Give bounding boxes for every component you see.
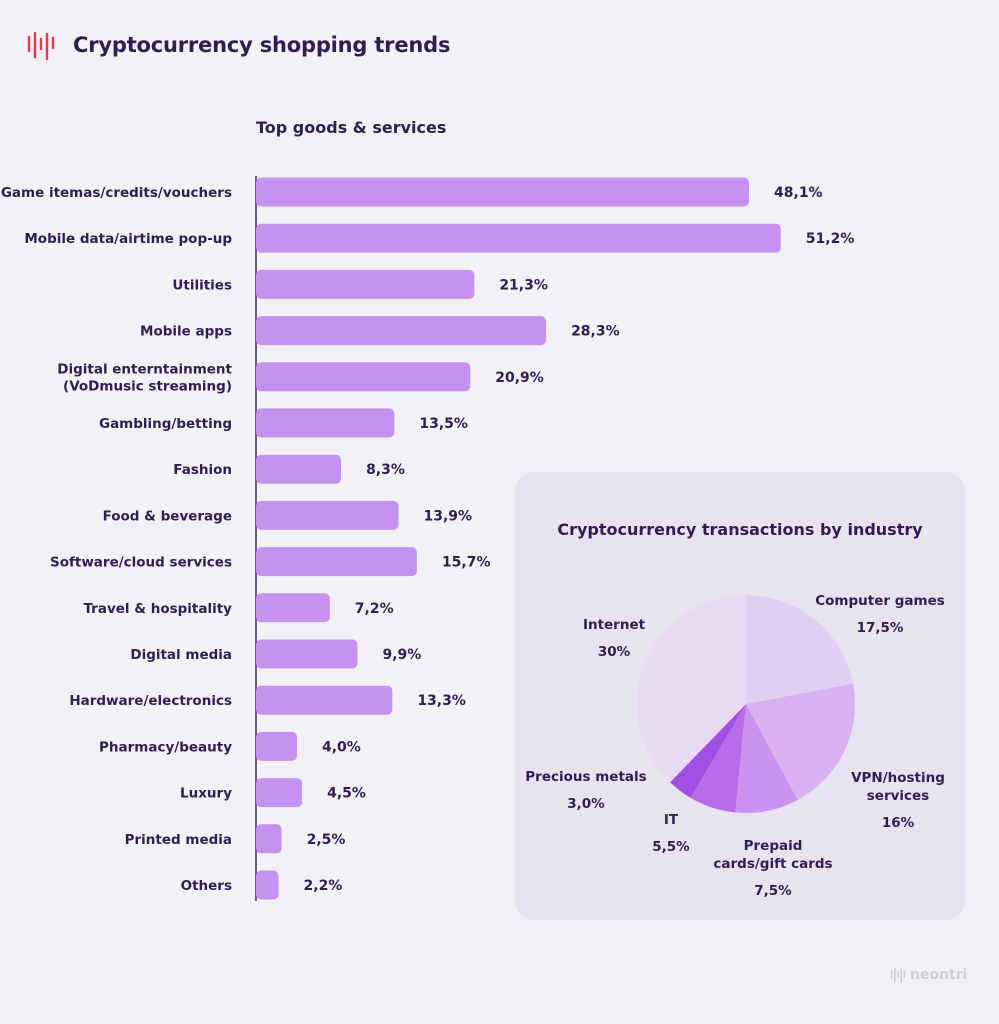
page-title: Cryptocurrency shopping trends xyxy=(73,33,451,57)
value-label: 13,5% xyxy=(419,416,468,432)
category-label: Gambling/betting xyxy=(99,416,232,432)
value-label: 48,1% xyxy=(774,185,823,201)
value-label: 2,5% xyxy=(307,832,346,848)
page-header: Cryptocurrency shopping trends xyxy=(26,28,450,62)
bar xyxy=(256,362,471,392)
value-label: 4,0% xyxy=(322,739,361,755)
category-label: Others xyxy=(181,878,232,894)
bar xyxy=(256,408,395,438)
bar xyxy=(256,731,297,761)
category-label: Luxury xyxy=(180,786,232,802)
category-label: Food & beverage xyxy=(103,508,232,524)
pie-slice xyxy=(637,595,746,783)
category-label: Game itemas/credits/vouchers xyxy=(1,185,232,201)
category-label: Utilities xyxy=(172,277,232,293)
value-label: 13,9% xyxy=(423,508,472,524)
bar xyxy=(256,316,547,346)
brand-name: neontri xyxy=(910,967,968,983)
pie-slice xyxy=(746,595,854,704)
bar xyxy=(256,177,750,207)
bar xyxy=(256,500,399,530)
bar xyxy=(256,269,475,299)
category-label: Digital media xyxy=(130,647,232,663)
bar xyxy=(256,547,417,577)
category-label: Mobile data/airtime pop-up xyxy=(24,231,232,247)
category-label: Fashion xyxy=(173,462,232,478)
category-label: Software/cloud services xyxy=(50,555,232,571)
value-label: 9,9% xyxy=(382,647,421,663)
pie-chart-title: Cryptocurrency transactions by industry xyxy=(557,520,923,539)
value-label: 51,2% xyxy=(806,231,855,247)
bar xyxy=(256,685,393,715)
pie-slice-label: Internet 30% xyxy=(583,617,646,660)
bar xyxy=(256,593,330,623)
pie-slice-label: IT 5,5% xyxy=(652,812,690,855)
bar xyxy=(256,870,279,900)
logo-icon xyxy=(27,31,55,61)
pie-slice-label: VPN/hosting services 16% xyxy=(851,770,945,831)
bar xyxy=(256,639,358,669)
category-label: Pharmacy/beauty xyxy=(99,739,232,755)
category-label: Digital enterntainment (VoDmusic streamin… xyxy=(57,361,232,394)
pie-slice xyxy=(690,704,746,813)
category-label: Hardware/electronics xyxy=(69,693,232,709)
category-label: Printed media xyxy=(125,832,232,848)
pie-slice xyxy=(746,683,855,800)
bar-chart: Game itemas/credits/vouchers 48,1% Mobile … xyxy=(1,176,855,901)
pie-chart: Computer games 17,5% VPN/hosting services 16… xyxy=(525,593,945,899)
brand-logo-icon xyxy=(890,967,906,984)
pie-slice-label: Prepaid cards/gift cards 7,5% xyxy=(713,838,832,899)
pie-chart-panel: Cryptocurrency transactions by industry … xyxy=(515,472,965,920)
pie-slice-label: Precious metals 3,0% xyxy=(525,769,646,812)
value-label: 13,3% xyxy=(417,693,466,709)
value-label: 8,3% xyxy=(366,462,405,478)
bar xyxy=(256,223,781,253)
value-label: 2,2% xyxy=(304,878,343,894)
category-label: Mobile apps xyxy=(140,324,232,340)
pie-slice-label: Computer games 17,5% xyxy=(815,593,945,636)
value-label: 28,3% xyxy=(571,324,620,340)
value-label: 21,3% xyxy=(499,277,548,293)
brand-watermark: neontri xyxy=(890,966,967,984)
bar xyxy=(256,778,303,808)
pie-slice xyxy=(670,704,746,798)
value-label: 15,7% xyxy=(442,555,491,571)
bar-chart-title: Top goods & services xyxy=(256,118,447,137)
value-label: 20,9% xyxy=(495,370,544,386)
bar xyxy=(256,824,282,854)
bar xyxy=(256,454,342,484)
category-label: Travel & hospitality xyxy=(83,601,232,617)
pie-slice xyxy=(735,704,798,813)
value-label: 7,2% xyxy=(355,601,394,617)
value-label: 4,5% xyxy=(327,786,366,802)
